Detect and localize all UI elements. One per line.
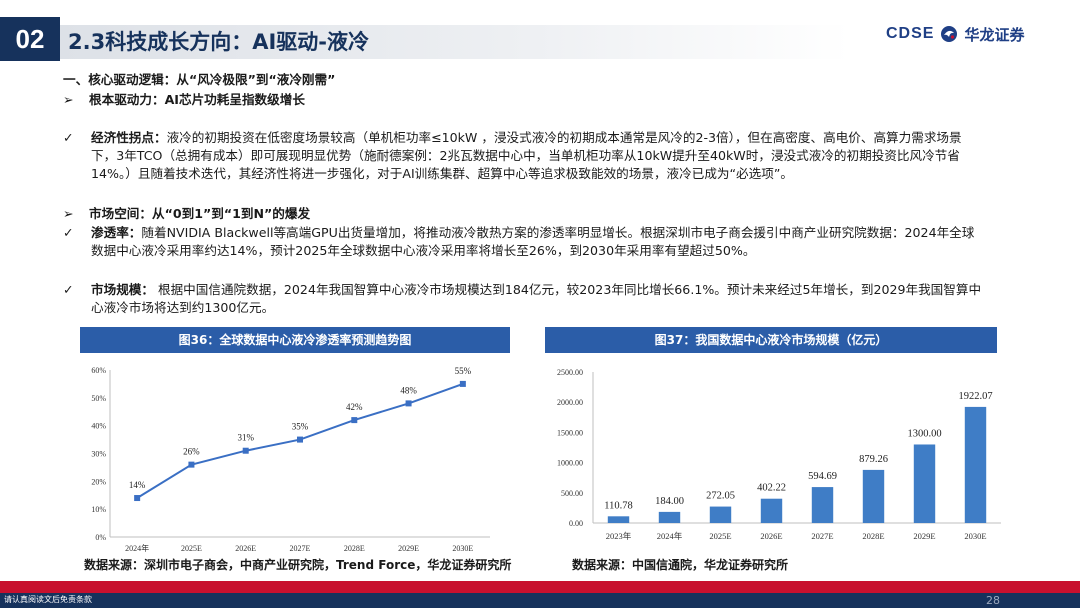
chart37-data-label: 1300.00 [907, 428, 941, 439]
chart36-data-label: 14% [129, 480, 146, 490]
check-bullet-icon: ✓ [63, 282, 74, 297]
chart37-x-tick-label: 2023年 [606, 531, 632, 541]
chart36-data-label: 55% [455, 366, 472, 376]
penetration-text: 随着NVIDIA Blackwell等高端GPU出货量增加，将推动液冷散热方案的… [91, 225, 975, 258]
chart36-data-label: 35% [292, 422, 309, 432]
chart36-x-tick-label: 2024年 [125, 543, 149, 553]
chart37-data-label: 1922.07 [958, 391, 992, 402]
sub-heading-market: ➢ 市场空间：从“0到1”到“1到N”的爆发 [63, 205, 310, 223]
check-bullet-icon: ✓ [63, 225, 74, 240]
chart36-x-tick-label: 2026E [235, 544, 256, 553]
chart37-bar [709, 506, 732, 523]
market-size-label: 市场规模： [91, 282, 154, 297]
chart36-data-label: 26% [183, 447, 200, 457]
paragraph-penetration: ✓ 渗透率：随着NVIDIA Blackwell等高端GPU出货量增加，将推动液… [63, 224, 985, 260]
chart37-y-tick-label: 500.00 [561, 489, 583, 498]
chart37-bar [760, 498, 783, 523]
chart37-x-tick-label: 2029E [913, 531, 935, 541]
chart36-y-tick-label: 60% [91, 366, 106, 375]
sub-heading-driver: ➢ 根本驱动力：AI芯片功耗呈指数级增长 [63, 91, 305, 109]
paragraph-market-size: ✓ 市场规模： 根据中国信通院数据，2024年我国智算中心液冷市场规模达到184… [63, 281, 985, 317]
dragon-logo-icon [941, 26, 958, 42]
chart36-data-label: 48% [400, 385, 417, 395]
chart37-data-label: 110.78 [604, 500, 633, 511]
chart37-data-label: 402.22 [757, 483, 786, 494]
company-logo: CDSE 华龙证券 [886, 22, 1024, 46]
paragraph-economics: ✓ 经济性拐点：液冷的初期投资在低密度场景较高（单机柜功率≤10kW ，浸没式液… [63, 129, 985, 183]
chart37-data-label: 272.05 [706, 491, 735, 502]
chart36-data-point [242, 447, 249, 454]
chart36-x-tick-label: 2028E [344, 544, 365, 553]
chart37-y-tick-label: 0.00 [569, 519, 583, 528]
chart36-data-label: 42% [346, 402, 363, 412]
chart36-x-tick-label: 2030E [452, 544, 473, 553]
chart37-y-tick-label: 1000.00 [557, 459, 583, 468]
market-size-text: 根据中国信通院数据，2024年我国智算中心液冷市场规模达到184亿元，较2023… [91, 282, 982, 315]
economics-text: 液冷的初期投资在低密度场景较高（单机柜功率≤10kW ，浸没式液冷的初期成本通常… [91, 130, 962, 181]
chart36-y-tick-label: 40% [91, 422, 106, 431]
chart37-y-tick-label: 2500.00 [557, 368, 583, 377]
chart37-y-tick-label: 2000.00 [557, 398, 583, 407]
chart36-data-point [351, 417, 358, 424]
chart36-x-tick-label: 2025E [181, 544, 202, 553]
header-bar [60, 25, 850, 59]
chart37-x-tick-label: 2030E [964, 531, 986, 541]
chart36-data-point [459, 380, 466, 387]
economics-label: 经济性拐点： [91, 130, 167, 145]
chart37-x-tick-label: 2025E [709, 531, 731, 541]
chart37-bar [964, 406, 987, 523]
page-number: 28 [986, 594, 1000, 607]
disclaimer-text: 请认真阅读文后免责条款 [4, 595, 92, 604]
chart36-line-chart: 0% 10% 20% 30% 40% 50% 60% 2024年 2025E 2026E 2027E… [91, 366, 490, 553]
chart37-bar [862, 469, 885, 523]
chart36-x-tick-label: 2029E [398, 544, 419, 553]
chart36-data-point [188, 461, 195, 468]
sub-heading-driver-text: 根本驱动力：AI芯片功耗呈指数级增长 [89, 92, 305, 107]
chart37-y-tick-label: 1500.00 [557, 428, 583, 437]
chart37-title: 图37：我国数据中心液冷市场规模（亿元） [545, 327, 997, 353]
check-bullet-icon: ✓ [63, 130, 74, 145]
chart36-data-point [405, 400, 412, 407]
chart37-bar [658, 511, 681, 523]
chart36-data-point [297, 436, 303, 443]
chart36-title: 图36：全球数据中心液冷渗透率预测趋势图 [80, 327, 510, 353]
chart36-y-tick-label: 10% [91, 505, 106, 514]
chart37-bar-chart: 0.00 500.00 1000.00 1500.00 2000.00 2500.00 11… [557, 368, 1001, 541]
section-number: 02 [0, 17, 60, 61]
chart37-bar [811, 487, 834, 523]
chart37-x-tick-label: 2027E [811, 531, 833, 541]
penetration-label: 渗透率： [91, 225, 142, 240]
chart37-data-label: 879.26 [859, 454, 888, 465]
chart37-x-tick-label: 2024年 [657, 531, 683, 541]
chart36-y-tick-label: 20% [91, 477, 106, 486]
chart37-x-tick-label: 2028E [862, 531, 884, 541]
sub-heading-market-text: 市场空间：从“0到1”到“1到N”的爆发 [89, 206, 311, 221]
logo-text: CDSE [886, 25, 935, 42]
chart36-data-label: 31% [237, 433, 254, 443]
chart37-data-label: 184.00 [655, 496, 684, 507]
chart37-bar [913, 444, 936, 523]
chart37-x-tick-label: 2026E [760, 531, 782, 541]
chart36-y-tick-label: 0% [95, 533, 106, 542]
chart36-x-tick-label: 2027E [290, 544, 311, 553]
logo-cn-name: 华龙证券 [964, 25, 1025, 44]
arrow-bullet-icon: ➢ [63, 206, 74, 221]
heading-core-logic: 一、核心驱动逻辑：从“风冷极限”到“液冷刚需” [63, 72, 336, 87]
arrow-bullet-icon: ➢ [63, 92, 74, 107]
chart37-bar [607, 516, 630, 523]
chart36-source: 数据来源：深圳市电子商会，中商产业研究院，Trend Force，华龙证券研究所 [84, 558, 512, 572]
chart37-source: 数据来源：中国信通院，华龙证券研究所 [572, 558, 789, 572]
chart36-y-tick-label: 30% [91, 450, 106, 459]
footer-blue-band [0, 593, 1080, 608]
chart36-data-point [134, 495, 141, 502]
page-title: 2.3科技成长方向：AI驱动-液冷 [68, 30, 369, 54]
chart37-data-label: 594.69 [808, 471, 837, 482]
footer-red-band [0, 581, 1080, 593]
chart36-y-tick-label: 50% [91, 394, 106, 403]
